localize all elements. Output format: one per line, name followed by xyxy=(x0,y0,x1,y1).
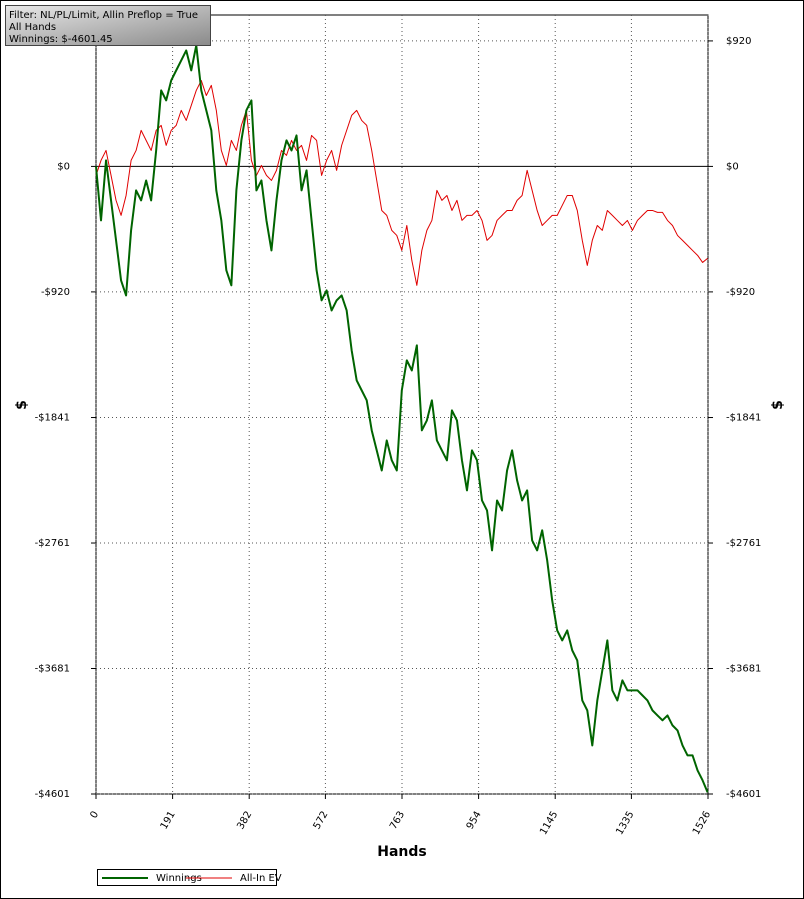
plot-frame xyxy=(95,14,709,795)
lines xyxy=(95,44,709,793)
legend-label: Winnings xyxy=(156,873,202,884)
y-axis-label: $ xyxy=(14,400,30,410)
y2-tick-label: $920 xyxy=(726,36,751,47)
grid: $920$920$0$0-$920-$920-$1841-$1841-$2761… xyxy=(35,15,761,837)
y2-axis-label: $ xyxy=(770,400,786,410)
annotation: All Hands xyxy=(9,22,56,33)
y2-tick-label: -$4601 xyxy=(726,789,761,800)
y-tick-label: -$920 xyxy=(41,287,70,298)
x-tick-label: 0 xyxy=(88,810,101,821)
y2-tick-label: -$3681 xyxy=(726,664,761,675)
legend-items: Winnings All-In EV xyxy=(102,873,282,884)
series-line xyxy=(95,44,709,793)
y-tick-label: $0 xyxy=(57,161,70,172)
x-axis-label: Hands xyxy=(377,844,427,860)
y2-tick-label: -$920 xyxy=(726,287,755,298)
series-line xyxy=(95,79,708,286)
annotation-box xyxy=(5,5,211,46)
y-tick-label: -$3681 xyxy=(35,664,70,675)
y2-tick-label: -$2761 xyxy=(726,538,761,549)
y-tick-label: -$4601 xyxy=(35,789,70,800)
annotation: Filter: NL/PL/Limit, Allin Preflop = Tru… xyxy=(9,10,198,21)
legend-label: All-In EV xyxy=(240,873,282,884)
y-tick-label: -$1841 xyxy=(35,413,70,424)
y2-tick-label: -$1841 xyxy=(726,413,761,424)
annotation: Winnings: $-4601.45 xyxy=(9,34,113,45)
y2-tick-label: $0 xyxy=(726,161,739,172)
y-tick-label: -$2761 xyxy=(35,538,70,549)
